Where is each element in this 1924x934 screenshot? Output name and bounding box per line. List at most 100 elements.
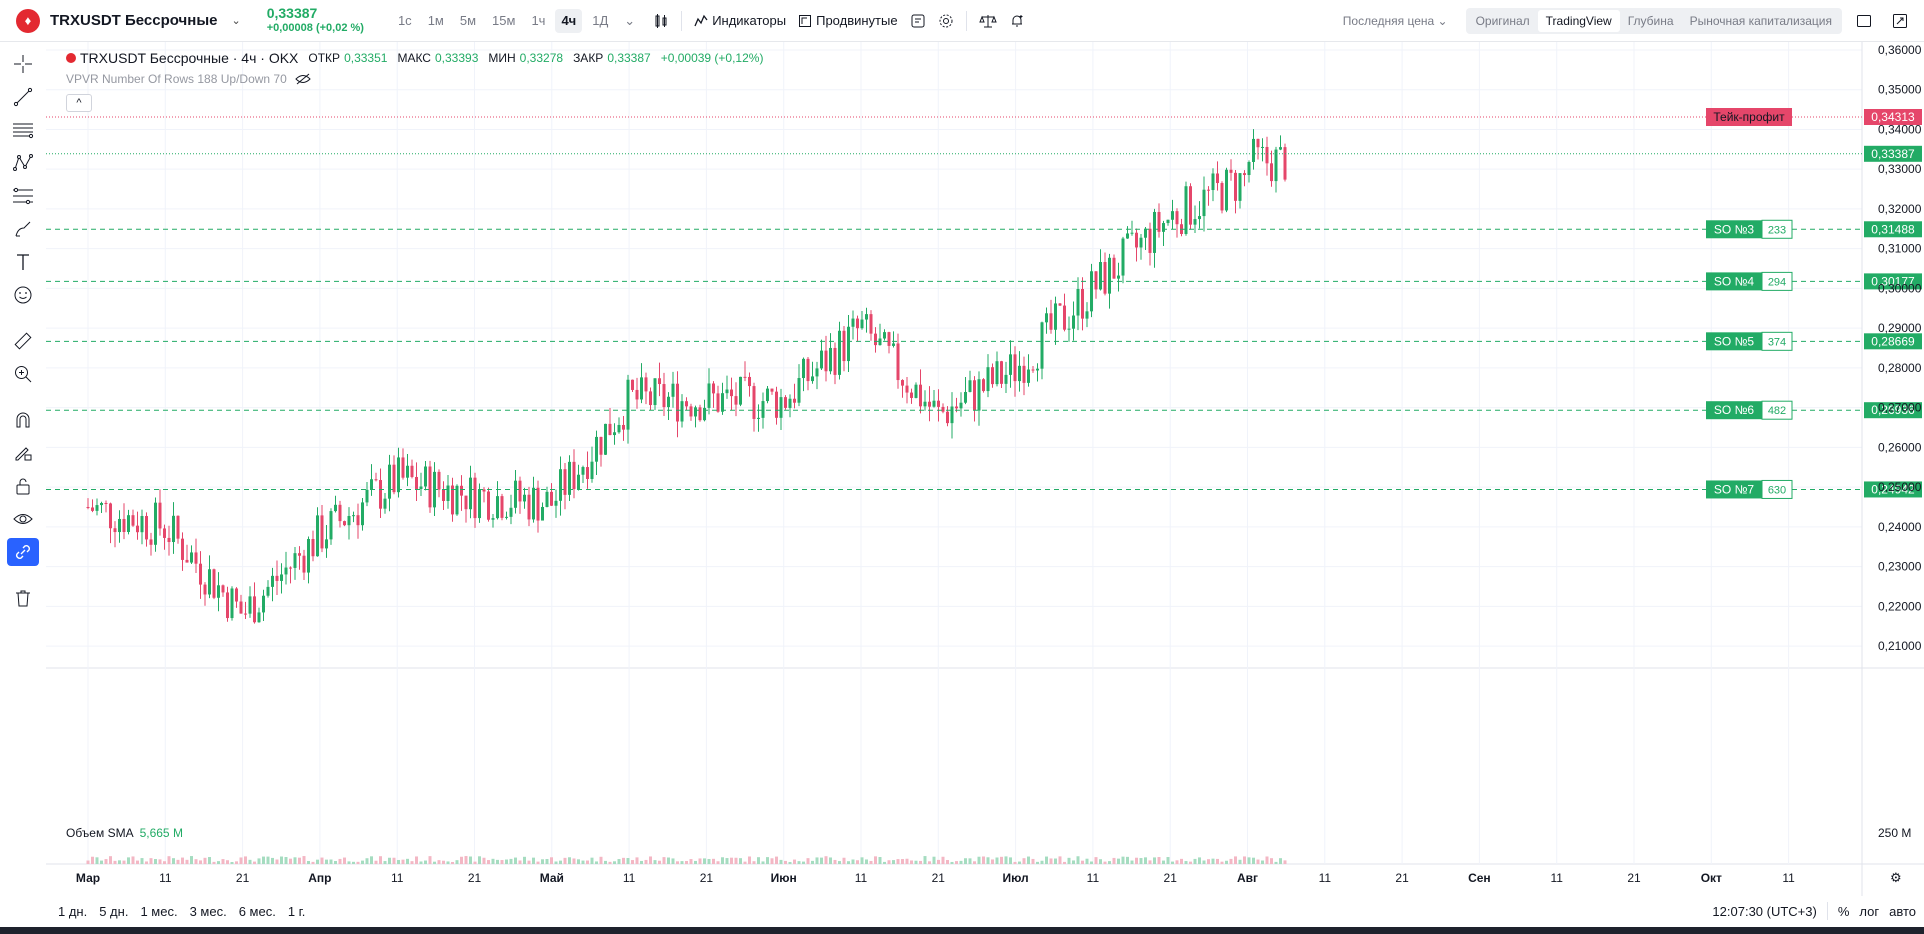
lock-icon[interactable] [7, 472, 39, 500]
zoom-in-icon[interactable] [7, 360, 39, 388]
close-value: 0,33387 [607, 51, 651, 65]
candle-body [748, 376, 751, 387]
interval-1d[interactable]: 1Д [592, 12, 609, 28]
candle-body [293, 553, 297, 568]
volume-bar [608, 861, 612, 864]
candle-body [635, 389, 639, 400]
trend-line-icon[interactable] [7, 83, 39, 111]
volume-bar [122, 860, 126, 864]
fullscreen-icon[interactable] [1886, 9, 1914, 33]
view-tradingview[interactable]: TradingView [1537, 10, 1620, 32]
candle-body [941, 406, 945, 412]
symbol-title[interactable]: TRXUSDT Бессрочные [50, 12, 218, 29]
symbol-dot-icon [66, 53, 76, 63]
interval-1s[interactable]: 1с [397, 12, 412, 28]
volume-bar [1049, 858, 1053, 864]
magnet-icon[interactable] [7, 406, 39, 434]
fib-icon[interactable] [7, 182, 39, 210]
link-icon[interactable] [7, 538, 39, 566]
eye-hidden-icon[interactable] [295, 72, 311, 86]
indicators-button[interactable]: Индикаторы [688, 9, 792, 32]
view-market-cap[interactable]: Рыночная капитализация [1689, 14, 1832, 28]
order-label: SO №5 [1714, 334, 1755, 348]
range-1d[interactable]: 1 дн. [58, 903, 88, 919]
last-price-dropdown[interactable]: Последняя цена ⌄ [1342, 14, 1448, 28]
candle-body [104, 502, 108, 504]
percent-toggle[interactable]: % [1837, 903, 1850, 919]
volume-bar [653, 860, 657, 864]
volume-bar [658, 860, 661, 864]
candle-body [374, 479, 378, 481]
volume-bar [617, 859, 621, 864]
volume-bar [226, 860, 229, 864]
log-toggle[interactable]: лог [1859, 903, 1880, 919]
auto-toggle[interactable]: авто [1889, 903, 1916, 919]
volume-bar [280, 856, 283, 864]
time-tick-label: Сен [1468, 871, 1491, 885]
text-icon[interactable] [7, 248, 39, 276]
gear-icon[interactable] [932, 9, 960, 33]
interval-1m[interactable]: 1м [427, 12, 444, 28]
templates-icon[interactable] [904, 9, 932, 33]
view-original[interactable]: Оригинал [1475, 14, 1530, 28]
interval-15m[interactable]: 15м [492, 12, 516, 28]
candle-body [757, 417, 760, 419]
range-1m[interactable]: 1 мес. [140, 903, 178, 919]
interval-more-chevron-icon[interactable]: ⌄ [624, 12, 636, 28]
window-icon[interactable] [1850, 10, 1878, 32]
volume-bar [1166, 857, 1170, 864]
emoji-icon[interactable] [7, 281, 39, 309]
time-tick-label: 11 [1087, 871, 1100, 885]
volume-bar [1261, 860, 1264, 864]
candle-body [95, 505, 99, 511]
indicator-vpvr[interactable]: VPVR Number Of Rows 188 Up/Down 70 [66, 72, 311, 86]
clock[interactable]: 12:07:30 (UTC+3) [1712, 903, 1817, 919]
price-chart[interactable]: 0,33387 Тейк-профит 0,34313 SO №3 233 0,31488… [46, 42, 1924, 896]
view-depth[interactable]: Глубина [1627, 14, 1674, 28]
candle-body [788, 398, 792, 408]
range-3m[interactable]: 3 мес. [189, 903, 227, 919]
pattern-icon[interactable] [7, 149, 39, 177]
candle-body [163, 528, 166, 538]
eye-icon[interactable] [7, 505, 39, 533]
candle-body [865, 314, 868, 320]
volume-bar [536, 861, 540, 864]
interval-4h[interactable]: 4ч [555, 8, 583, 33]
advanced-button[interactable]: Продвинутые [792, 9, 903, 32]
candle-body [1031, 369, 1035, 371]
crosshair-icon[interactable] [7, 50, 39, 78]
range-5d[interactable]: 5 дн. [99, 903, 129, 919]
volume-bar [442, 860, 445, 864]
volume-bar [883, 861, 886, 864]
candle-body [500, 496, 504, 518]
range-6m[interactable]: 6 мес. [238, 903, 276, 919]
candle-body [806, 358, 810, 382]
trash-icon[interactable] [7, 584, 39, 612]
chart-type-icon[interactable] [647, 9, 675, 33]
chart-area[interactable]: 0,33387 Тейк-профит 0,34313 SO №3 233 0,31488… [46, 42, 1924, 896]
compare-scale-icon[interactable] [973, 9, 1003, 33]
volume-bar [757, 857, 760, 864]
candle-body [523, 494, 526, 502]
interval-1h[interactable]: 1ч [531, 12, 546, 28]
brush-icon[interactable] [7, 215, 39, 243]
collapse-legend-button[interactable]: ^ [66, 94, 92, 112]
interval-5m[interactable]: 5м [459, 12, 477, 28]
candle-body [428, 466, 432, 508]
volume-bar [172, 858, 175, 864]
pencil-lock-icon[interactable] [7, 439, 39, 467]
candle-body [352, 515, 355, 517]
ruler-icon[interactable] [7, 327, 39, 355]
price-tick-label: 0,27000 [1878, 401, 1922, 415]
volume-bar [545, 859, 549, 864]
alert-icon[interactable] [1003, 9, 1031, 33]
legend-title[interactable]: TRXUSDT Бессрочные · 4ч · OKX [80, 50, 299, 66]
range-1y[interactable]: 1 г. [287, 903, 306, 919]
candle-body [946, 411, 949, 424]
time-tick-label: 11 [1782, 871, 1795, 885]
candle-body [1166, 219, 1170, 224]
volume-bar [901, 859, 904, 864]
horizontal-lines-icon[interactable] [7, 116, 39, 144]
chevron-down-icon[interactable]: ⌄ [231, 15, 241, 27]
order-qty-bg [1761, 331, 1793, 351]
